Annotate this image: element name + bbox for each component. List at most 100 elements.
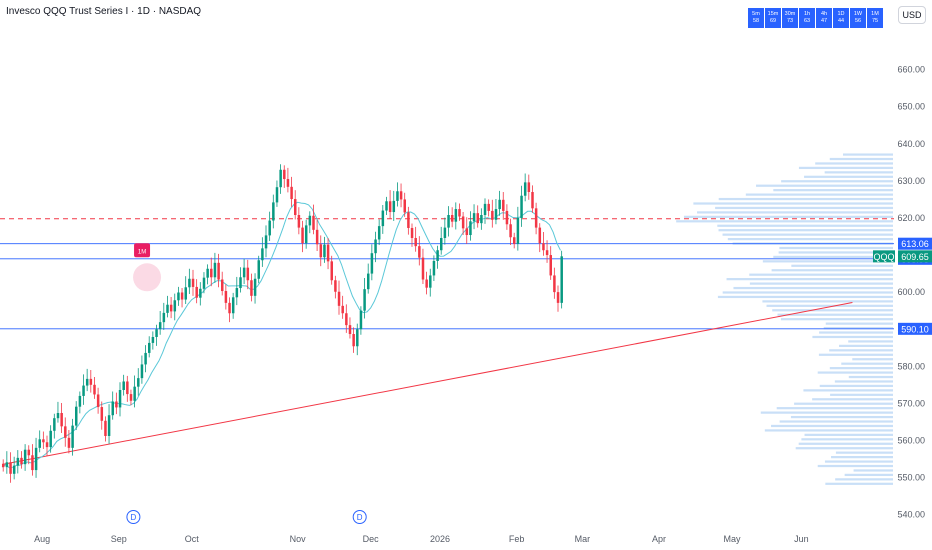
- volume-profile-bar: [715, 206, 893, 210]
- candle: [60, 412, 63, 427]
- dividend-marker: [126, 510, 141, 524]
- volume-profile-bar: [726, 278, 893, 281]
- candle: [166, 304, 169, 313]
- volume-profile-bar: [727, 237, 893, 241]
- indicator-lines: 1M: [0, 201, 902, 469]
- candle: [359, 310, 363, 330]
- volume-profile-bar: [834, 380, 893, 383]
- ticker-label: QQQ: [873, 252, 894, 262]
- timeframe-1h[interactable]: 1h 63: [799, 8, 815, 28]
- price-tick-label: 650.00: [897, 102, 925, 112]
- candle: [49, 430, 52, 448]
- candle: [137, 378, 140, 387]
- candle: [443, 227, 447, 238]
- candle: [505, 210, 509, 225]
- time-tick-label: Aug: [34, 534, 50, 544]
- candle: [381, 210, 385, 227]
- time-tick-label: 2026: [430, 534, 450, 544]
- candle: [173, 300, 177, 312]
- timeframe-15m[interactable]: 15m 69: [765, 8, 781, 28]
- candle: [450, 215, 454, 222]
- volume-profile-bar: [815, 162, 893, 165]
- currency-button[interactable]: USD: [898, 6, 926, 24]
- timeframe-5m[interactable]: 5m 58: [748, 8, 764, 28]
- candle: [304, 225, 308, 244]
- volume-profile-bar: [817, 464, 893, 468]
- volume-profile-bar: [818, 353, 893, 356]
- candle: [487, 203, 490, 211]
- candle: [315, 229, 319, 245]
- price-tick-label: 630.00: [897, 176, 925, 186]
- candle: [348, 325, 352, 335]
- volume-profile-bar: [749, 273, 893, 276]
- candle: [502, 199, 505, 211]
- candle: [20, 457, 23, 465]
- candles[interactable]: [2, 164, 563, 483]
- volume-profile-bar: [844, 473, 893, 477]
- volume-profile-bar: [717, 295, 893, 299]
- volume-profile-bar: [764, 429, 893, 432]
- candle: [169, 304, 173, 312]
- candle: [549, 255, 552, 276]
- candle: [162, 312, 166, 323]
- timeframe-strength-bar[interactable]: 5m 58 15m 69 30m 73 1h 63 4h 47 1D 44 1W 56 1M 75: [748, 8, 883, 28]
- candle: [257, 260, 260, 279]
- volume-profile-bar: [773, 189, 893, 192]
- candle: [337, 291, 341, 306]
- volume-profile-bar: [771, 269, 893, 272]
- candle: [75, 406, 78, 426]
- candle: [107, 415, 111, 436]
- volume-profile-bar: [823, 326, 893, 330]
- time-tick-label: Mar: [575, 534, 591, 544]
- candle: [12, 465, 16, 474]
- volume-profile-bar: [717, 224, 893, 227]
- volume-profile-bar: [781, 180, 893, 183]
- timeframe-1d[interactable]: 1D 44: [833, 8, 849, 28]
- price-tick-label: 600.00: [897, 287, 925, 297]
- timeframe-1w[interactable]: 1W 56: [850, 8, 866, 28]
- volume-profile-bar: [835, 451, 893, 454]
- annotation-highlight: [133, 263, 162, 292]
- candle: [283, 169, 286, 180]
- candle: [221, 279, 224, 292]
- candle: [523, 182, 527, 196]
- candle: [34, 447, 38, 471]
- volume-profile-bar: [829, 157, 893, 161]
- volume-profile-bar: [676, 220, 893, 223]
- timeframe-30m[interactable]: 30m 73: [782, 8, 798, 28]
- volume-profile-bar: [824, 171, 893, 174]
- candle: [297, 215, 301, 228]
- timeframe-4h[interactable]: 4h 47: [816, 8, 832, 28]
- candle: [5, 462, 9, 468]
- candle: [403, 199, 406, 213]
- candle: [177, 292, 180, 301]
- volume-profile-bar: [819, 331, 893, 334]
- volume-profile-bar: [791, 264, 893, 267]
- candle: [118, 390, 122, 408]
- candle: [242, 267, 246, 278]
- volume-profile-bar: [697, 211, 893, 214]
- volume-profile-bar: [795, 447, 893, 450]
- candle: [534, 208, 538, 228]
- volume-profile-bar: [798, 166, 893, 170]
- candle: [250, 280, 253, 296]
- candle: [122, 381, 125, 391]
- candle: [494, 209, 498, 220]
- volume-profile-bar: [841, 362, 893, 365]
- candle: [480, 215, 483, 224]
- volume-profile-bar: [718, 229, 893, 232]
- price-tick-label: 620.00: [897, 213, 925, 223]
- candle: [520, 195, 523, 218]
- volume-profile-bar: [777, 313, 893, 316]
- price-tick-label: 540.00: [897, 510, 925, 520]
- timeframe-1m[interactable]: 1M 75: [867, 8, 883, 28]
- volume-profile-bar: [760, 411, 893, 414]
- candle: [556, 292, 560, 303]
- volume-profile-bar: [722, 291, 893, 294]
- candle: [465, 228, 469, 236]
- time-tick-label: Apr: [652, 534, 666, 544]
- candle: [301, 227, 304, 244]
- volume-profile-bar: [773, 255, 893, 259]
- last-price-label: 609.65: [901, 252, 929, 262]
